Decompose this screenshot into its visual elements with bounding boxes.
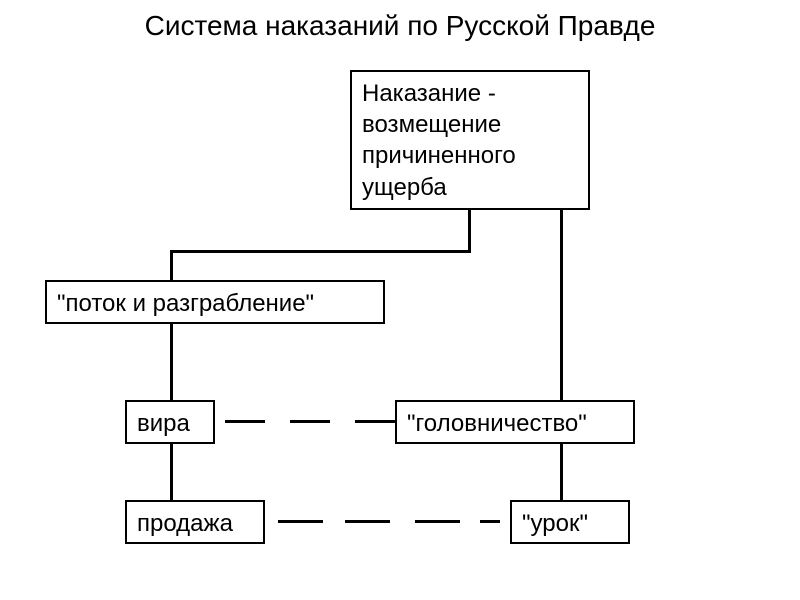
connector-line (468, 210, 471, 250)
dash-segment (355, 420, 395, 423)
page-title: Система наказаний по Русской Правде (0, 10, 800, 42)
box-golov: "головничество" (395, 400, 635, 444)
connector-line (170, 250, 471, 253)
dash-segment (225, 420, 265, 423)
dash-segment (480, 520, 500, 523)
box-urok: "урок" (510, 500, 630, 544)
dash-segment (290, 420, 330, 423)
connector-line (170, 324, 173, 400)
dash-segment (345, 520, 390, 523)
box-root: Наказание -возмещениепричиненногоущерба (350, 70, 590, 210)
dash-segment (415, 520, 460, 523)
box-prodazha: продажа (125, 500, 265, 544)
dash-segment (278, 520, 323, 523)
connector-line (560, 210, 563, 400)
box-vira: вира (125, 400, 215, 444)
connector-line (170, 250, 173, 280)
connector-line (170, 444, 173, 500)
box-potok: "поток и разграбление" (45, 280, 385, 324)
connector-line (560, 444, 563, 500)
